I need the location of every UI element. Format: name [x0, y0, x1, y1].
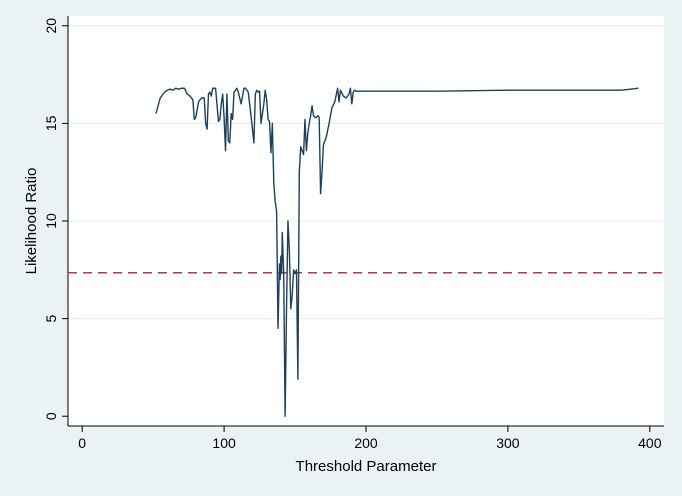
- y-axis-ticks: 0 5 10 15 20: [43, 18, 68, 420]
- gridlines: [68, 25, 664, 320]
- x-axis-ticks: 0 100 200 300 400: [78, 426, 662, 451]
- x-tick-label: 400: [638, 435, 662, 451]
- x-tick-label: 300: [496, 435, 520, 451]
- y-tick-label: 0: [43, 412, 59, 420]
- y-tick-label: 15: [43, 115, 59, 131]
- x-tick-label: 0: [78, 435, 86, 451]
- y-tick-label: 20: [43, 18, 59, 34]
- y-tick-label: 10: [43, 213, 59, 229]
- x-tick-label: 200: [354, 435, 378, 451]
- x-tick-label: 100: [212, 435, 236, 451]
- likelihood-ratio-series-line: [155, 87, 639, 417]
- y-tick-label: 5: [43, 315, 59, 323]
- y-axis-title: Likelihood Ratio: [23, 168, 40, 275]
- x-axis-title: Threshold Parameter: [296, 458, 437, 475]
